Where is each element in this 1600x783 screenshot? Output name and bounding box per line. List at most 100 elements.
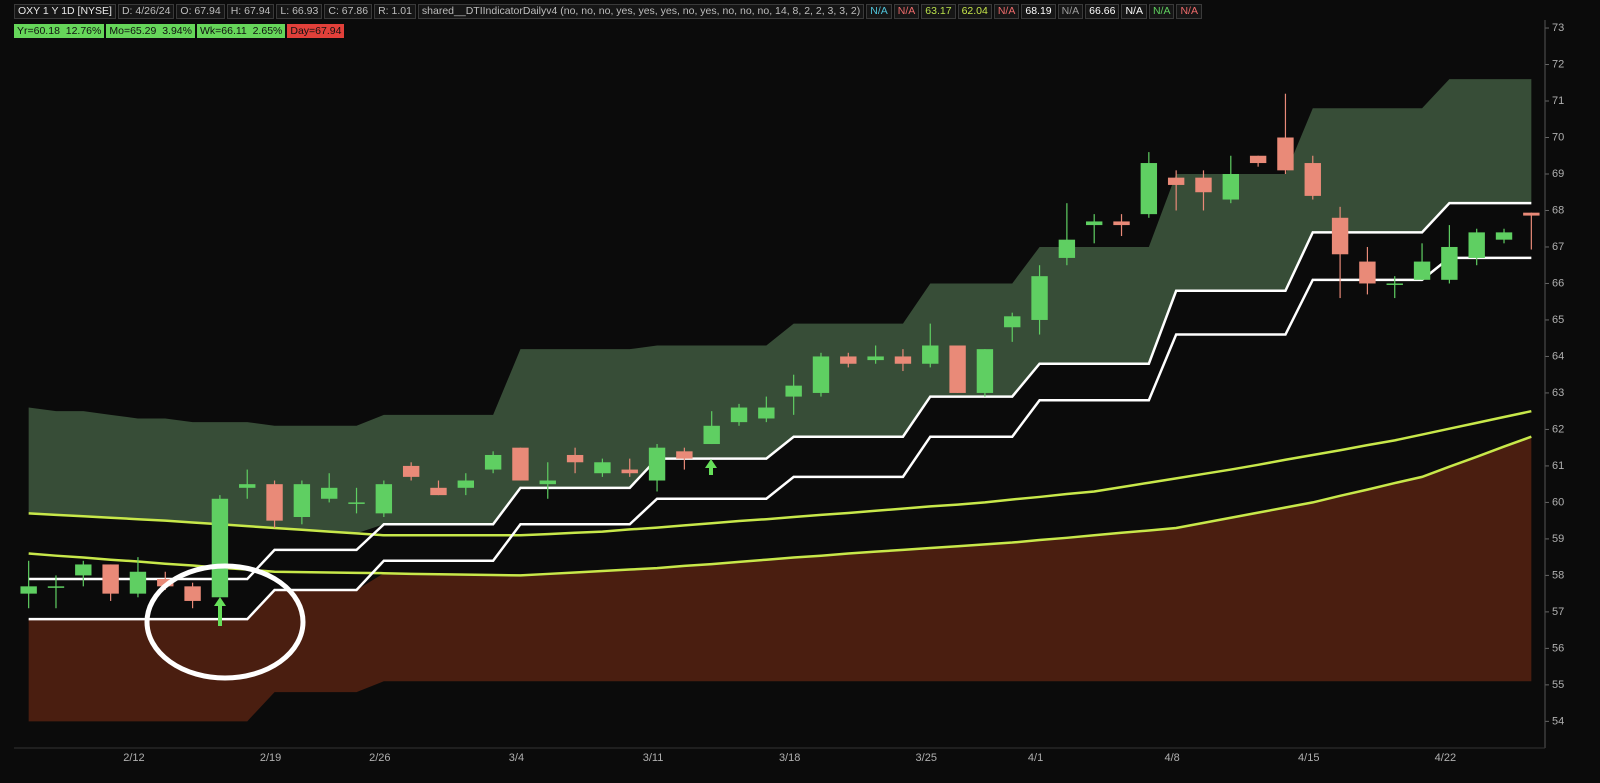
- candle-body: [402, 465, 420, 477]
- header-item: R: 1.01: [374, 4, 416, 19]
- candle-body: [1277, 137, 1294, 171]
- x-tick-label: 2/19: [260, 752, 281, 764]
- y-tick-label: 62: [1552, 423, 1564, 435]
- y-tick-label: 60: [1552, 496, 1564, 508]
- signal-arrow: [214, 597, 226, 626]
- candle-body: [785, 385, 802, 397]
- header-item: OXY 1 Y 1D [NYSE]: [14, 4, 116, 19]
- x-tick-label: 4/8: [1165, 752, 1180, 764]
- highlight-circle: [144, 563, 306, 681]
- header-item: C: 67.86: [324, 4, 373, 19]
- candle-body: [1167, 177, 1185, 185]
- x-tick-label: 3/11: [643, 752, 664, 764]
- candle-body: [1495, 232, 1513, 240]
- header-item: 68.19: [1021, 4, 1056, 19]
- header-item: N/A: [1148, 4, 1175, 19]
- candle-body: [976, 349, 994, 393]
- badge: Day=67.94: [287, 24, 345, 38]
- candle-body: [1140, 163, 1158, 215]
- candle-body: [184, 586, 201, 601]
- header-item: 63.17: [921, 4, 956, 19]
- band-lines: [28, 201, 1532, 621]
- header-item: N/A: [1057, 4, 1084, 19]
- candle-body: [20, 586, 37, 594]
- candle-body: [594, 462, 611, 474]
- header-item: N/A: [1176, 4, 1202, 19]
- x-tick-label: 3/25: [916, 752, 937, 764]
- header-item: N/A: [1121, 4, 1147, 19]
- candle-body: [75, 564, 92, 576]
- x-tick-label: 4/15: [1298, 752, 1319, 764]
- y-tick-label: 70: [1552, 131, 1564, 143]
- candle-body: [47, 586, 65, 588]
- candle-body: [348, 502, 365, 504]
- candle-body: [1086, 221, 1103, 226]
- step-line: [28, 256, 1532, 621]
- candle-body: [867, 356, 884, 361]
- x-tick-label: 4/22: [1435, 752, 1456, 764]
- candle-body: [239, 484, 256, 488]
- header-item: shared__DTIIndicatorDailyv4 (no, no, no,…: [417, 4, 865, 19]
- candle-body: [894, 356, 912, 364]
- header-item: L: 66.93: [276, 4, 323, 19]
- y-tick-label: 64: [1552, 350, 1564, 362]
- y-tick-label: 65: [1552, 314, 1564, 326]
- badge: Mo=65.29 3.94%: [106, 24, 195, 38]
- signal-arrow: [705, 459, 717, 475]
- header-item: 66.66: [1085, 4, 1120, 19]
- badge: Yr=60.18 12.76%: [14, 24, 105, 38]
- y-tick-label: 66: [1552, 277, 1564, 289]
- candle-body: [1413, 261, 1431, 280]
- header-bar: OXY 1 Y 1D [NYSE] D: 4/26/24 O: 67.94 H: 67…: [14, 4, 1202, 19]
- candle-body: [321, 487, 338, 499]
- step-line: [28, 201, 1532, 581]
- candle-body: [457, 480, 474, 488]
- candle-body: [1331, 217, 1349, 255]
- candle-body: [730, 407, 748, 423]
- badge: Wk=66.11 2.65%: [196, 24, 286, 38]
- y-tick-label: 67: [1552, 241, 1564, 253]
- candle-body: [1386, 283, 1403, 285]
- candle-body: [1222, 173, 1239, 200]
- y-tick-label: 55: [1552, 679, 1564, 691]
- y-tick-label: 58: [1552, 569, 1564, 581]
- candle-body: [1031, 276, 1048, 320]
- candle-body: [1113, 221, 1130, 226]
- y-tick-label: 73: [1552, 22, 1564, 34]
- header-item: 62.04: [957, 4, 992, 19]
- y-tick-label: 69: [1552, 168, 1564, 180]
- candle-body: [1523, 212, 1540, 216]
- y-tick-label: 59: [1552, 533, 1564, 545]
- axes: 54 55 56 57 58 59 60 61 62 63 64 65 66 67 68 69 70 71 72 73…: [123, 22, 1564, 764]
- candle-body: [676, 451, 693, 459]
- header-item: N/A: [893, 4, 920, 19]
- lower-band-area: [28, 436, 1532, 722]
- badge-bar: Yr=60.18 12.76% Mo=65.29 3.94% Wk=66.11 2.…: [14, 24, 345, 38]
- y-tick-label: 56: [1552, 642, 1564, 654]
- y-tick-label: 71: [1552, 95, 1564, 107]
- candle-body: [1195, 177, 1212, 193]
- band-areas: [28, 79, 1532, 722]
- header-item: N/A: [866, 4, 892, 19]
- y-tick-label: 54: [1552, 715, 1564, 727]
- candle-body: [1004, 316, 1021, 328]
- header-item: H: 67.94: [226, 4, 275, 19]
- candle-body: [293, 484, 311, 518]
- x-tick-label: 2/12: [123, 752, 144, 764]
- candle-body: [157, 579, 174, 587]
- candle-body: [430, 487, 447, 496]
- candle-body: [949, 345, 966, 393]
- candle-body: [840, 356, 857, 364]
- header-item: D: 4/26/24: [117, 4, 175, 19]
- y-tick-label: 57: [1552, 606, 1564, 618]
- x-tick-label: 3/18: [779, 752, 800, 764]
- candle-body: [102, 564, 119, 594]
- candle-body: [512, 447, 529, 481]
- header-item: N/A: [993, 4, 1020, 19]
- x-tick-label: 4/1: [1028, 752, 1043, 764]
- y-tick-label: 72: [1552, 58, 1564, 70]
- moving-average-line: [28, 409, 1532, 537]
- candle-body: [211, 498, 229, 598]
